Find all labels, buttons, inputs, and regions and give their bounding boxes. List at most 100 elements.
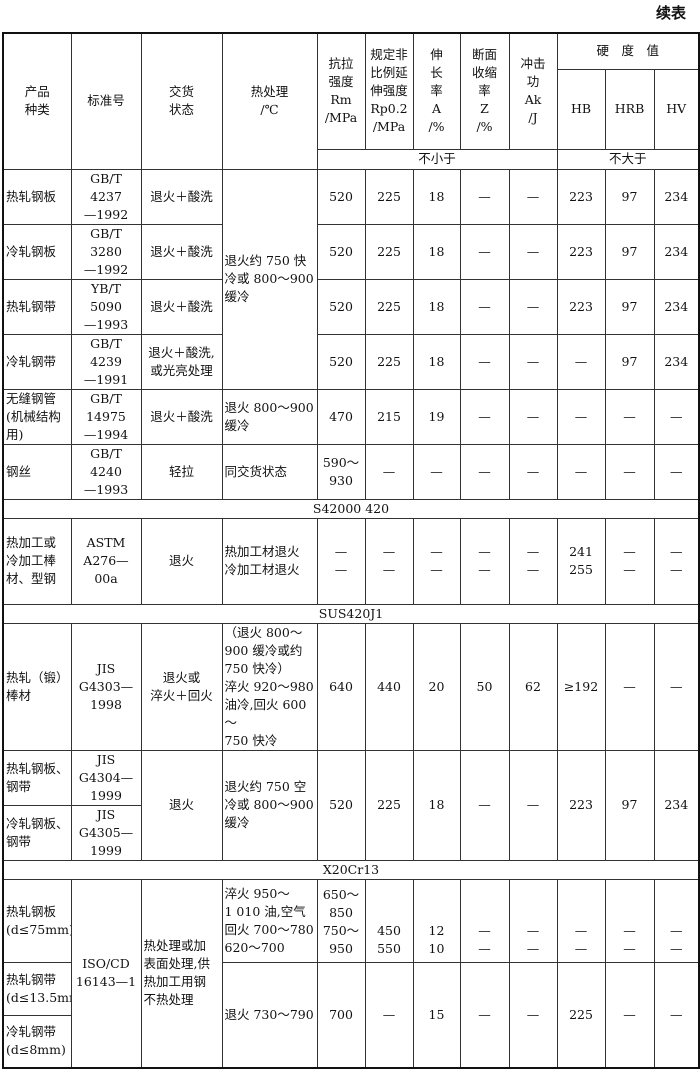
product-cell: 冷轧钢带 (d≤8mm)	[2, 1014, 72, 1069]
product-cell: 热轧钢带 (d≤13.5mm)	[2, 961, 72, 1016]
ak-cell: —	[508, 961, 558, 1069]
header-rp: 规定非 比例延 伸强度 Rp0.2 /MPa	[364, 32, 414, 150]
header-hardness: 硬 度 值	[556, 32, 700, 70]
grade-section-header: SUS420J1	[2, 603, 700, 624]
z-cell: —	[459, 278, 510, 335]
delivery-cell: 退火＋酸洗, 或光亮处理	[140, 333, 223, 390]
header-hv: HV	[653, 68, 700, 150]
rm-cell: 520	[316, 168, 366, 225]
hb-cell: 241 255	[556, 517, 606, 605]
header-z: 断面 收缩 率 Z /%	[459, 32, 510, 150]
standard-cell: JIS G4303—1998	[70, 622, 142, 751]
table-row: 钢丝 GB/T 4240 —1993 轻拉 同交货状态 590～930— — — — — — —	[2, 443, 700, 500]
a-cell: 18	[412, 223, 461, 280]
product-cell: 热加工或 冷加工棒 材、型钢	[2, 517, 72, 605]
heat-cell: 退火约 750 空 冷或 800～900 缓冷	[221, 749, 318, 861]
table-row: 冷轧钢板、 钢带 JIS G4305—1999	[2, 804, 699, 861]
hb-cell: —	[556, 388, 606, 445]
hrb-cell: —	[604, 443, 655, 500]
table-row: 无缝钢管 (机械结构 用) GB/T 14975 —1994 退火＋酸洗 退火 800…	[2, 388, 700, 445]
header-hrb: HRB	[604, 68, 655, 150]
standard-cell: GB/T 4239 —1991	[70, 333, 142, 390]
product-cell: 无缝钢管 (机械结构 用)	[2, 388, 72, 445]
product-cell: 冷轧钢板、 钢带	[2, 804, 72, 861]
rp-cell: —	[364, 443, 414, 500]
grade-section-header: X20Cr13	[2, 859, 700, 880]
rp-cell: 440	[364, 622, 414, 751]
rm-cell: 640	[316, 622, 366, 751]
z-cell: — —	[459, 517, 510, 605]
hrb-cell: — —	[604, 878, 655, 963]
steel-properties-table: 产品 种类 标准号 交货 状态 热处理 /℃ 抗拉 强度 Rm /MPa 规定非…	[2, 32, 700, 1069]
z-cell: —	[459, 749, 510, 861]
table-row: 热轧钢板 (d≤75mm) ISO/CD 16143—1 热处理或加 表面处理,供 …	[2, 878, 700, 1069]
rm-cell: 650～850 750～950	[316, 878, 366, 963]
heat-cell: 退火 730～790	[221, 961, 318, 1069]
rm-cell: 700	[316, 961, 366, 1069]
ak-cell: —	[508, 278, 558, 335]
continued-table-label: 续表	[655, 4, 686, 22]
delivery-cell: 热处理或加 表面处理,供 热加工用钢 不热处理	[140, 878, 223, 1069]
delivery-cell: 轻拉	[140, 443, 223, 500]
hv-cell: —	[653, 961, 700, 1069]
z-cell: 50	[459, 622, 510, 751]
ak-cell: —	[508, 168, 558, 225]
product-cell: 冷轧钢板	[2, 223, 72, 280]
header-heat: 热处理 /℃	[221, 32, 318, 170]
ak-cell: 62	[508, 622, 558, 751]
rm-cell: 520	[316, 749, 366, 861]
rp-cell: 225	[364, 278, 414, 335]
rp-cell: 225	[364, 223, 414, 280]
table-row: SUS420J1	[2, 603, 700, 624]
grade-section-header: S42000 420	[2, 498, 700, 519]
a-cell: 12 10	[412, 878, 461, 963]
a-cell: 18	[412, 749, 461, 861]
hv-cell: —	[653, 443, 700, 500]
ak-cell: —	[508, 333, 558, 390]
standard-cell: GB/T 3280 —1992	[70, 223, 142, 280]
delivery-cell: 退火＋酸洗	[140, 223, 223, 280]
ak-cell: —	[508, 388, 558, 445]
hb-cell: — —	[556, 878, 606, 963]
ak-cell: —	[508, 749, 558, 861]
hv-cell: 234	[653, 223, 700, 280]
heat-cell: 同交货状态	[221, 443, 318, 500]
rp-cell: — —	[364, 517, 414, 605]
table-row: 冷轧钢带 GB/T 4239 —1991 退火＋酸洗, 或光亮处理 520 225 18—…	[2, 333, 700, 390]
header-rm: 抗拉 强度 Rm /MPa	[316, 32, 366, 150]
rm-cell: 590～930	[316, 443, 366, 500]
hv-cell: — —	[653, 878, 700, 963]
standard-cell: ASTM A276—00a	[70, 517, 142, 605]
standard-cell: YB/T 5090 —1993	[70, 278, 142, 335]
hrb-cell: — —	[604, 517, 655, 605]
z-cell: —	[459, 388, 510, 445]
z-cell: —	[459, 961, 510, 1069]
a-cell: 19	[412, 388, 461, 445]
hrb-cell: 97	[604, 223, 655, 280]
rp-cell: 450 550	[364, 878, 414, 963]
delivery-cell: 退火或 淬火＋回火	[140, 622, 223, 751]
rm-cell: 470	[316, 388, 366, 445]
hrb-cell: 97	[604, 749, 655, 861]
hv-cell: 234	[653, 333, 700, 390]
table-row: 冷轧钢板 GB/T 3280 —1992 退火＋酸洗 520 225 18— —223 97 2…	[2, 223, 700, 280]
hrb-cell: —	[604, 388, 655, 445]
product-cell: 热轧钢板、 钢带	[2, 749, 72, 806]
hb-cell: ≥192	[556, 622, 606, 751]
product-cell: 热轧（锻） 棒材	[2, 622, 72, 751]
header-standard: 标准号	[70, 32, 142, 170]
delivery-cell: 退火	[140, 517, 223, 605]
hrb-cell: 97	[604, 333, 655, 390]
a-cell: 20	[412, 622, 461, 751]
delivery-cell: 退火＋酸洗	[140, 388, 223, 445]
rm-cell: 520	[316, 223, 366, 280]
table-row: S42000 420	[2, 498, 700, 519]
hb-cell: 223	[556, 278, 606, 335]
heat-cell: 淬火 950～ 1 010 油,空气 回火 700～780 620～700	[221, 878, 318, 963]
product-cell: 热轧钢板 (d≤75mm)	[2, 878, 72, 963]
product-cell: 热轧钢板	[2, 168, 72, 225]
a-cell: 18	[412, 333, 461, 390]
rp-cell: 225	[364, 333, 414, 390]
table-row: 热轧钢板 GB/T 4237 —1992 退火＋酸洗 退火约 750 快 冷或 800…	[2, 168, 700, 390]
delivery-cell: 退火＋酸洗	[140, 168, 223, 225]
